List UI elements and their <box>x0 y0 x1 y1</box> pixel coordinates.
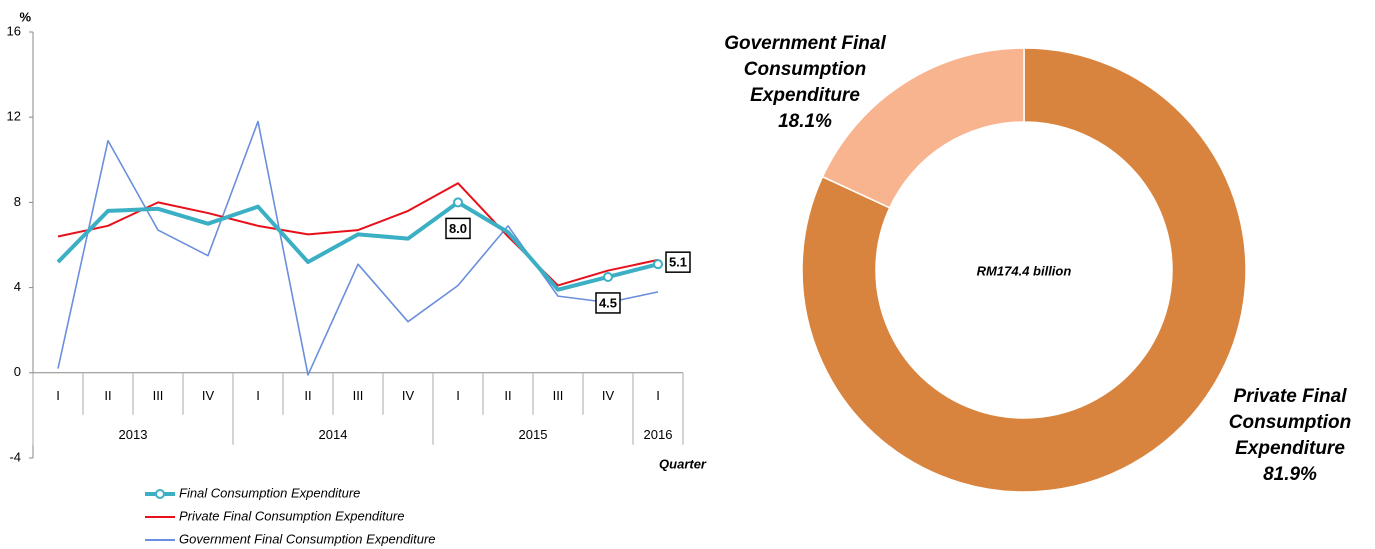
x-tick-label: I <box>256 388 260 403</box>
donut-slice <box>821 47 1025 209</box>
slice-value: 18.1% <box>778 111 832 132</box>
value-label: 5.1 <box>669 255 687 270</box>
legend-marker <box>155 489 165 499</box>
y-tick-label: 0 <box>14 364 21 379</box>
x-tick-label: III <box>353 388 364 403</box>
legend-label: Private Final Consumption Expenditure <box>179 508 404 523</box>
year-label: 2016 <box>644 427 673 442</box>
x-tick-label: IV <box>402 388 415 403</box>
value-label-box <box>665 251 691 273</box>
value-label: 4.5 <box>599 295 617 310</box>
legend-label: Government Final Consumption Expenditure <box>179 531 436 546</box>
slice-label: Private Final Consumption Expenditure 81.… <box>1185 384 1375 488</box>
slice-value: 81.9% <box>1263 464 1317 485</box>
x-tick-label: I <box>56 388 60 403</box>
series-line <box>57 120 659 376</box>
x-tick-label: II <box>104 388 111 403</box>
y-tick-label: 12 <box>7 109 21 124</box>
y-tick-label: 16 <box>7 23 21 38</box>
x-tick-label: II <box>504 388 511 403</box>
point-marker <box>653 259 663 270</box>
y-tick-label: -4 <box>9 449 21 464</box>
point-marker <box>453 197 463 208</box>
year-label: 2015 <box>519 427 548 442</box>
x-tick-label: IV <box>602 388 615 403</box>
center-label: RM174.4 billion <box>977 263 1072 278</box>
point-marker <box>603 271 613 282</box>
x-tick-label: I <box>456 388 460 403</box>
legend-label: Final Consumption Expenditure <box>179 485 360 500</box>
x-tick-label: IV <box>202 388 215 403</box>
x-axis-label: Quarter <box>659 456 707 471</box>
year-label: 2013 <box>119 427 148 442</box>
donut-slice <box>801 47 1247 493</box>
year-label: 2014 <box>319 427 348 442</box>
value-label-box <box>445 217 471 240</box>
series-line <box>57 182 659 287</box>
x-tick-label: III <box>553 388 564 403</box>
x-tick-label: II <box>304 388 311 403</box>
series-line <box>56 200 659 292</box>
y-tick-label: 4 <box>14 279 21 294</box>
x-tick-label: III <box>153 388 164 403</box>
slice-label: Government Final Consumption Expenditure… <box>690 31 920 135</box>
x-tick-label: I <box>656 388 660 403</box>
y-tick-label: 8 <box>14 194 21 209</box>
value-label-box <box>595 292 621 314</box>
value-label: 8.0 <box>449 221 467 236</box>
y-unit: % <box>19 9 31 24</box>
